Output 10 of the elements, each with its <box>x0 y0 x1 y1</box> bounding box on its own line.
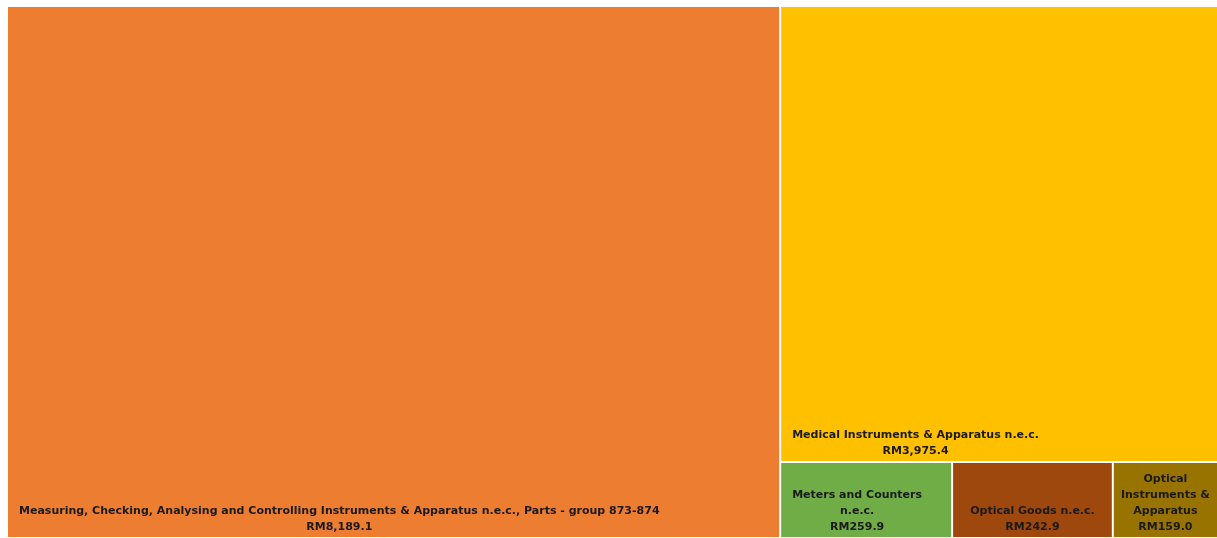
data-label: RM159.0 <box>1138 520 1193 533</box>
data-label: RM242.9 <box>1005 520 1060 533</box>
category-label: Medical Instruments & Apparatus n.e.c. <box>792 428 1039 442</box>
data-label: RM3,975.4 <box>882 444 949 458</box>
category-label: Optical Instruments & Apparatus <box>1120 472 1211 517</box>
category-label: Measuring, Checking, Analysing and Controlling Instruments & Apparatus n.e.c., Parts - group 873-874 <box>19 504 660 517</box>
category-label: Optical Goods n.e.c. <box>970 504 1095 517</box>
data-label: RM259.9 <box>830 520 885 533</box>
data-label: RM8,189.1 <box>306 520 373 533</box>
category-label: Meters and Counters n.e.c. <box>792 488 923 517</box>
